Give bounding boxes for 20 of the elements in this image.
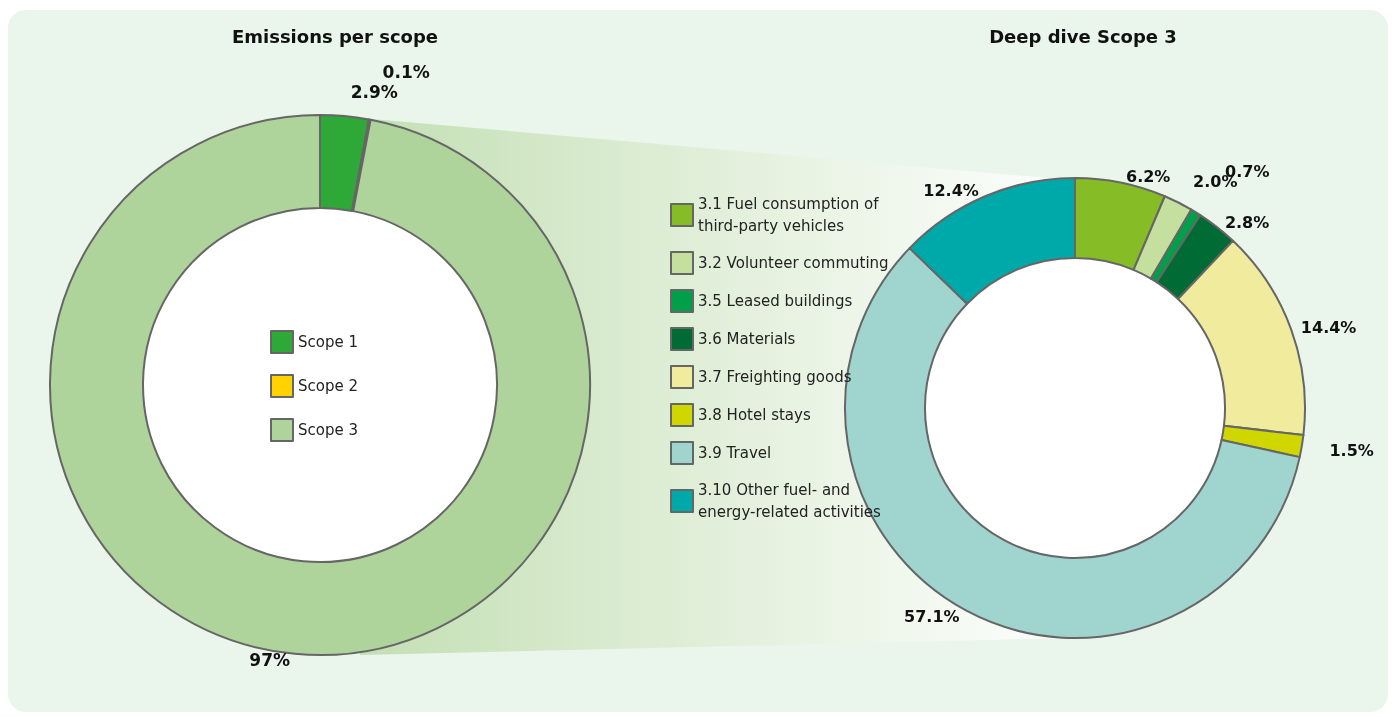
legend-label: 3.6 Materials xyxy=(698,330,796,348)
legend-label: 3.1 Fuel consumption of third-party vehicles xyxy=(698,195,884,235)
data-label: 14.4% xyxy=(1300,318,1357,338)
legend-label: 3.8 Hotel stays xyxy=(698,406,811,424)
data-label: 6.2% xyxy=(1126,167,1171,187)
data-label: 2.8% xyxy=(1224,213,1270,233)
chart-title: Deep dive Scope 3 xyxy=(989,25,1177,47)
legend-label: 3.5 Leased buildings xyxy=(698,292,853,310)
data-label: 12.4% xyxy=(923,181,979,201)
legend-label: Scope 3 xyxy=(298,421,359,439)
chart-title: Emissions per scope xyxy=(231,25,439,47)
legend-label: 3.2 Volunteer commuting xyxy=(698,254,889,272)
data-label: 1.5% xyxy=(1329,440,1374,460)
legend-label: Scope 2 xyxy=(298,377,359,395)
data-label: 2.9% xyxy=(350,82,398,103)
legend-label: 3.9 Travel xyxy=(698,444,772,462)
data-label: 57.1% xyxy=(904,606,960,626)
data-label: 97% xyxy=(249,649,291,670)
data-label: 0.1% xyxy=(382,62,430,83)
legend-label: Scope 1 xyxy=(298,333,359,351)
